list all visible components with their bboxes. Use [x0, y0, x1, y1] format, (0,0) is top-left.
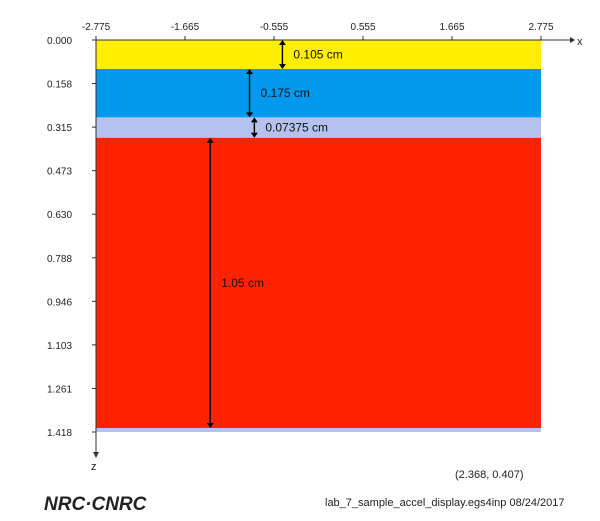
x-tick-label: 1.665 — [439, 22, 464, 33]
filename-date: lab_7_sample_accel_display.egs4inp 08/24… — [325, 497, 565, 509]
layer-4 — [96, 137, 541, 429]
dimension-label: 0.175 cm — [261, 86, 310, 100]
z-axis-arrow-icon — [93, 452, 99, 458]
arrow-down-icon — [250, 132, 258, 138]
dimension-label: 0.07375 cm — [265, 121, 328, 135]
layer-3 — [96, 117, 541, 138]
layer-1 — [96, 40, 541, 70]
x-axis-label: x — [577, 36, 583, 48]
dimension-4: 1.05 cm — [206, 137, 264, 429]
z-tick-label: 0.946 — [47, 297, 72, 308]
z-tick-label: 0.473 — [47, 167, 72, 178]
arrow-down-icon — [278, 64, 286, 70]
x-tick-label: 2.775 — [528, 22, 553, 33]
x-axis: -2.775 -1.665 -0.555 0.555 1.665 2.775 — [82, 22, 575, 43]
z-axis-label: z — [91, 461, 97, 473]
x-axis-arrow-icon — [570, 37, 575, 43]
dimension-label: 1.05 cm — [221, 276, 264, 290]
x-tick-label: 0.555 — [350, 22, 375, 33]
x-tick-label: -0.555 — [260, 22, 289, 33]
material-layers — [96, 40, 541, 432]
arrow-up-icon — [250, 117, 258, 123]
z-tick-label: 0.158 — [47, 80, 72, 91]
dimension-3: 0.07375 cm — [250, 117, 328, 138]
layer-2 — [96, 69, 541, 118]
x-tick-label: -2.775 — [82, 22, 111, 33]
arrow-up-icon — [246, 69, 254, 75]
dimension-annotations: 0.105 cm 0.175 cm 0.07375 cm 1.05 cm — [206, 40, 343, 429]
dimension-label: 0.105 cm — [293, 48, 342, 62]
z-tick-label: 1.261 — [47, 384, 72, 395]
arrow-down-icon — [246, 112, 254, 118]
cursor-coordinate-readout: (2.368, 0.407) — [455, 469, 524, 481]
z-tick-label: 0.315 — [47, 123, 72, 134]
dimension-2: 0.175 cm — [246, 69, 310, 118]
dimension-1: 0.105 cm — [278, 40, 343, 70]
layer-5 — [96, 428, 541, 432]
z-tick-label: 0.630 — [47, 210, 72, 221]
z-tick-label: 0.000 — [47, 36, 72, 47]
z-tick-label: 1.103 — [47, 341, 72, 352]
logo-text: NRC·CNRC — [44, 494, 147, 515]
z-tick-label: 1.418 — [47, 428, 72, 439]
arrow-down-icon — [206, 423, 214, 429]
z-tick-label: 0.788 — [47, 254, 72, 265]
arrow-up-icon — [278, 40, 286, 45]
arrow-up-icon — [206, 137, 214, 143]
nrc-cnrc-logo: NRC·CNRC — [44, 494, 147, 515]
x-tick-label: -1.665 — [171, 22, 200, 33]
z-axis: 0.000 0.158 0.315 0.473 0.630 0.788 0.946 1.103… — [47, 36, 99, 458]
